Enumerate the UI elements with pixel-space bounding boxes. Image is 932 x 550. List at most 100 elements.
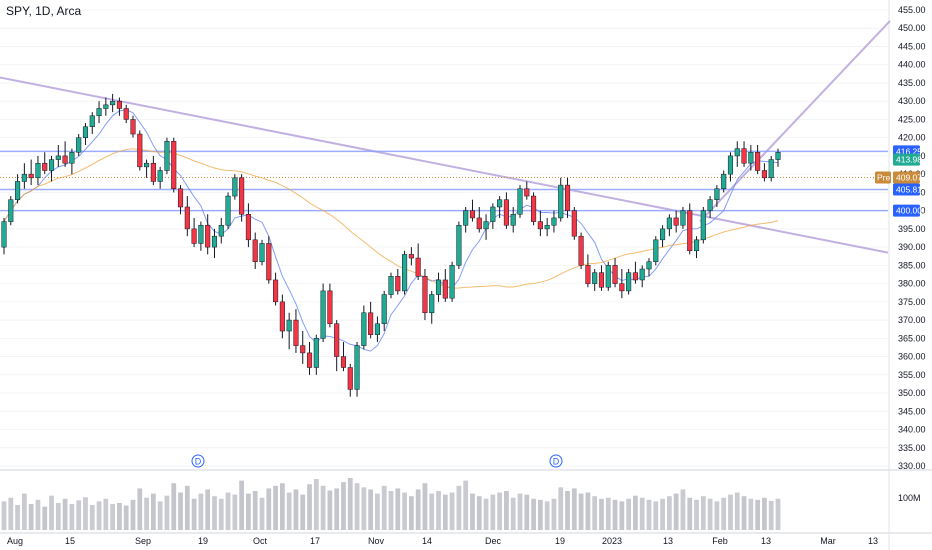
candle-body — [564, 184, 571, 211]
volume-bar — [592, 496, 598, 530]
volume-bar — [239, 480, 245, 530]
volume-bar — [755, 499, 761, 530]
candle-body — [306, 352, 313, 368]
candle-body — [524, 188, 530, 197]
candle-body — [1, 221, 7, 248]
candle-body — [137, 133, 143, 168]
volume-bar — [565, 491, 570, 530]
candle-body — [476, 217, 482, 230]
volume-bar — [361, 487, 367, 530]
level-label-mid-text: 405.81 — [896, 184, 922, 194]
candle-body — [211, 235, 218, 248]
x-tick-label: Sep — [135, 536, 151, 546]
candle-body — [700, 210, 706, 241]
candle-body — [144, 162, 150, 168]
candle-body — [680, 210, 686, 226]
candle-body — [157, 170, 163, 182]
trend-line-down — [0, 76, 889, 254]
candle-body — [422, 276, 428, 314]
volume-bar — [191, 498, 197, 530]
candle-body — [578, 235, 584, 266]
volume-bar — [286, 492, 292, 530]
volume-bar — [456, 485, 462, 530]
candle-body — [761, 170, 767, 179]
candle-body — [245, 214, 251, 241]
candle-body — [558, 184, 564, 219]
premarket-tag-text: Pre — [877, 173, 891, 183]
candle-body — [408, 254, 414, 259]
candle-body — [191, 228, 197, 244]
volume-bar — [150, 493, 156, 530]
candle-body — [714, 188, 720, 200]
volume-bar — [558, 487, 564, 530]
volume-bar — [171, 483, 177, 530]
x-tick-label: Aug — [7, 536, 23, 546]
candle-body — [320, 290, 326, 339]
candle-body — [130, 119, 136, 135]
volume-bar — [626, 498, 632, 530]
volume-bar — [55, 502, 61, 530]
candle-body — [279, 301, 285, 332]
volume-bar — [35, 499, 41, 530]
volume-bar — [470, 493, 475, 530]
volume-bar — [117, 502, 122, 530]
candle-body — [415, 257, 421, 277]
volume-bar — [666, 496, 672, 530]
level-label-mid: 405.81 — [893, 183, 922, 196]
y-tick-label: 360.00 — [898, 352, 926, 362]
volume-bar — [660, 498, 665, 530]
volume-bar — [734, 492, 740, 530]
candle-body — [239, 177, 245, 215]
volume-bar — [531, 498, 536, 530]
volume-bar — [368, 489, 374, 530]
level-label-bottom-bg — [893, 204, 920, 217]
y-tick-label: 455.00 — [898, 5, 926, 15]
volume-bar — [89, 505, 95, 530]
volume-bar — [762, 497, 767, 530]
volume-bar — [653, 501, 659, 530]
volume-bar — [599, 498, 604, 530]
volume-bar — [714, 501, 720, 530]
volume-bar — [510, 497, 516, 530]
volume-bar — [415, 489, 421, 530]
volume-bar — [1, 501, 7, 530]
y-tick-label: 340.00 — [898, 425, 926, 435]
x-tick-label: 13 — [761, 536, 771, 546]
volume-bar — [585, 492, 591, 530]
volume-bar — [707, 498, 713, 530]
volume-bar — [619, 501, 625, 530]
volume-bar — [429, 493, 435, 530]
y-tick-label: 380.00 — [898, 279, 926, 289]
volume-bar — [612, 499, 618, 530]
candle-body — [76, 137, 82, 153]
candle-body — [734, 148, 740, 157]
candle-body — [612, 265, 618, 284]
chart-grid — [0, 9, 888, 467]
y-tick-label: 335.00 — [898, 443, 926, 453]
candle-body — [768, 159, 774, 179]
volume-bar — [381, 485, 387, 530]
last-price-label-text: 413.98 — [896, 155, 922, 165]
candle-body — [103, 104, 109, 109]
trend-lines — [0, 20, 891, 254]
candle-body — [313, 338, 319, 368]
dividend-marker — [191, 454, 205, 468]
y-tick-label: 350.00 — [898, 388, 926, 398]
volume-bar — [327, 490, 333, 530]
candle-body — [300, 345, 306, 354]
volume-bar — [164, 495, 170, 530]
candle-body — [571, 210, 577, 237]
candle-body — [96, 108, 102, 117]
volume-bar — [15, 505, 20, 530]
y-tick-label: 375.00 — [898, 297, 926, 307]
candle-body — [374, 323, 380, 335]
candle-body — [89, 115, 95, 127]
level-label-mid-bg — [893, 183, 920, 196]
symbol-label: SPY, 1D, Arca — [6, 4, 82, 18]
volume-axis-label: 100M — [898, 493, 921, 503]
volume-bar — [680, 489, 686, 530]
volume-bar — [157, 501, 163, 530]
